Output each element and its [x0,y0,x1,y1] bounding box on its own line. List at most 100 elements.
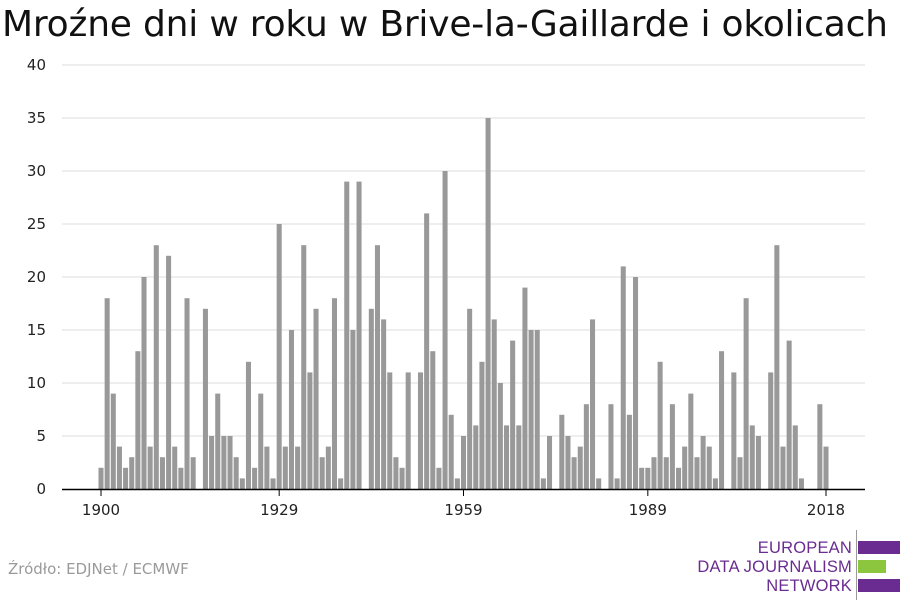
bar [172,446,178,489]
bar [676,467,682,489]
bar [823,446,829,489]
bar [491,319,497,489]
bar [295,446,301,489]
bar [467,308,473,489]
bar [737,457,743,489]
bar [694,457,700,489]
bar [301,245,307,489]
bar [209,436,215,489]
y-tick-label: 0 [36,480,46,498]
bar [258,393,264,489]
bar [590,319,596,489]
bar [331,298,337,489]
bar [178,467,184,489]
bar [706,446,712,489]
gridlines [62,64,865,437]
bar [755,436,761,489]
bar [510,340,516,489]
logo-line-3: NETWORK [766,577,852,595]
chart-title: Mroźne dni w roku w Brive-la-Gaillarde i… [2,4,888,45]
bar [307,372,313,489]
bar [368,308,374,489]
bar [731,372,737,489]
y-tick-label: 20 [27,268,46,286]
bar [614,478,620,489]
bar [166,255,172,489]
bar [190,457,196,489]
bar [387,372,393,489]
bar [104,298,110,489]
bars [98,118,829,489]
bar [264,446,270,489]
bar [608,404,614,489]
bar [184,298,190,489]
bar [534,330,540,489]
bar [374,245,380,489]
bar [559,414,565,489]
bar [626,414,632,489]
bar [288,330,294,489]
bar [319,457,325,489]
bar [442,171,448,489]
bar [700,436,706,489]
bar [381,319,387,489]
bar [129,457,135,489]
bar [768,372,774,489]
bar [338,478,344,489]
bar [227,436,233,489]
x-tick-label: 2018 [807,501,845,519]
bar [276,224,282,489]
bar [719,351,725,489]
bar [245,361,251,489]
bar [110,393,116,489]
bar [282,446,288,489]
bar [159,457,165,489]
bar [116,446,122,489]
bar [522,287,528,489]
bar [682,446,688,489]
bar [448,414,454,489]
y-tick-label: 25 [27,215,46,233]
bar [547,436,553,489]
bar [645,467,651,489]
bar [135,351,141,489]
bar [313,308,319,489]
bar [663,457,669,489]
tick-labels: 0 5 10 15 20 25 30 35 40 1900 1929 1959 1989 2018 [27,56,845,519]
bar [239,478,245,489]
bar [497,383,503,489]
bar [651,457,657,489]
bar [583,404,589,489]
bar [460,436,467,489]
bar [485,118,491,489]
bar [344,181,350,489]
edjnet-logo: EUROPEAN DATA JOURNALISM NETWORK [697,530,900,600]
bar [503,425,510,489]
source-note: Źródło: EDJNet / ECMWF [8,560,189,578]
bar [596,478,602,489]
bar [798,478,804,489]
logo-line-1: EUROPEAN [757,539,852,557]
bar [786,340,792,489]
logo-divider [856,530,857,600]
bar [424,213,430,489]
bar [639,467,645,489]
bar [454,478,460,489]
bar [393,457,399,489]
bar [233,457,239,489]
bar [540,478,546,489]
logo-bar-purple-top [858,541,900,554]
bar [528,330,534,489]
x-tick-label: 1989 [629,501,667,519]
x-tick-label: 1900 [82,501,120,519]
bar [749,425,755,489]
bar [774,245,780,489]
bar [780,446,786,489]
y-tick-label: 35 [27,109,46,127]
bar [202,308,208,489]
axes [62,488,865,496]
y-tick-label: 5 [36,427,46,445]
bar [516,425,522,489]
bar [252,467,258,489]
